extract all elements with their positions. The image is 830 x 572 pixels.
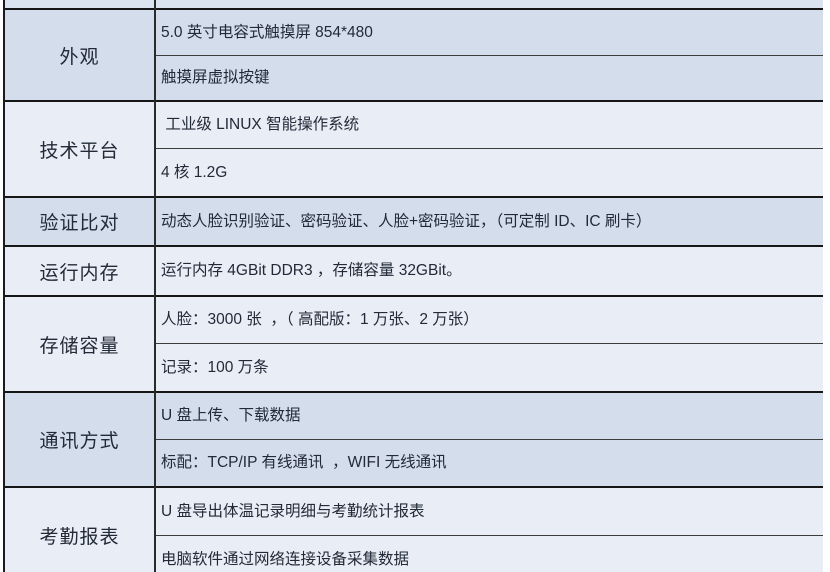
category-verification: 验证比对 — [3, 196, 156, 246]
spec-value: 记录：100 万条 — [155, 343, 823, 392]
table-row: 验证比对 动态人脸识别验证、密码验证、人脸+密码验证，（可定制 ID、IC 刷卡… — [3, 196, 823, 246]
spec-value: 电脑软件通过网络连接设备采集数据 — [155, 535, 823, 572]
table-row: 标配：TCP/IP 有线通讯 ，WIFI 无线通讯 — [4, 439, 823, 487]
category-memory: 运行内存 — [3, 245, 156, 296]
spec-value: 标配：TCP/IP 有线通讯 ，WIFI 无线通讯 — [155, 439, 823, 487]
partial-row-top — [3, 0, 823, 9]
table-row: 触摸屏虚拟按键 — [4, 55, 823, 101]
table-row: 外观 5.0 英寸电容式触摸屏 854*480 — [3, 8, 823, 101]
spec-value: U 盘导出体温记录明细与考勤统计报表 — [155, 486, 823, 536]
spec-value: 4 核 1.2G — [155, 148, 823, 197]
category-storage: 存储容量 — [3, 295, 156, 392]
spec-value: U 盘上传、下载数据 — [155, 391, 823, 440]
spec-value: 工业级 LINUX 智能操作系统 — [155, 100, 823, 149]
category-appearance: 外观 — [3, 8, 156, 101]
category-attendance-report: 考勤报表 — [3, 486, 156, 572]
table-row: 记录：100 万条 — [4, 343, 823, 392]
table-row: 考勤报表 U 盘导出体温记录明细与考勤统计报表 — [3, 486, 823, 572]
table-row: 4 核 1.2G — [4, 148, 823, 197]
spec-value: 动态人脸识别验证、密码验证、人脸+密码验证，（可定制 ID、IC 刷卡） — [155, 196, 823, 246]
table-row: 运行内存 运行内存 4GBit DDR3 ，存储容量 32GBit。 — [3, 245, 823, 296]
partial-cell — [3, 0, 156, 9]
spec-value: 触摸屏虚拟按键 — [155, 55, 823, 101]
spec-value: 5.0 英寸电容式触摸屏 854*480 — [155, 8, 823, 56]
spec-value: 人脸：3000 张 ，（ 高配版：1 万张、2 万张） — [155, 295, 823, 344]
spec-table: 外观 5.0 英寸电容式触摸屏 854*480 触摸屏虚拟按键 技术平台 工业级… — [3, 0, 823, 572]
table-row: 电脑软件通过网络连接设备采集数据 — [4, 535, 823, 572]
category-tech-platform: 技术平台 — [3, 100, 156, 197]
table-row: 技术平台 工业级 LINUX 智能操作系统 — [3, 100, 823, 197]
partial-cell — [155, 0, 823, 9]
table-row: 存储容量 人脸：3000 张 ，（ 高配版：1 万张、2 万张） — [3, 295, 823, 392]
category-communication: 通讯方式 — [3, 391, 156, 487]
spec-value: 运行内存 4GBit DDR3 ，存储容量 32GBit。 — [155, 245, 823, 296]
table-row: 通讯方式 U 盘上传、下载数据 — [3, 391, 823, 487]
